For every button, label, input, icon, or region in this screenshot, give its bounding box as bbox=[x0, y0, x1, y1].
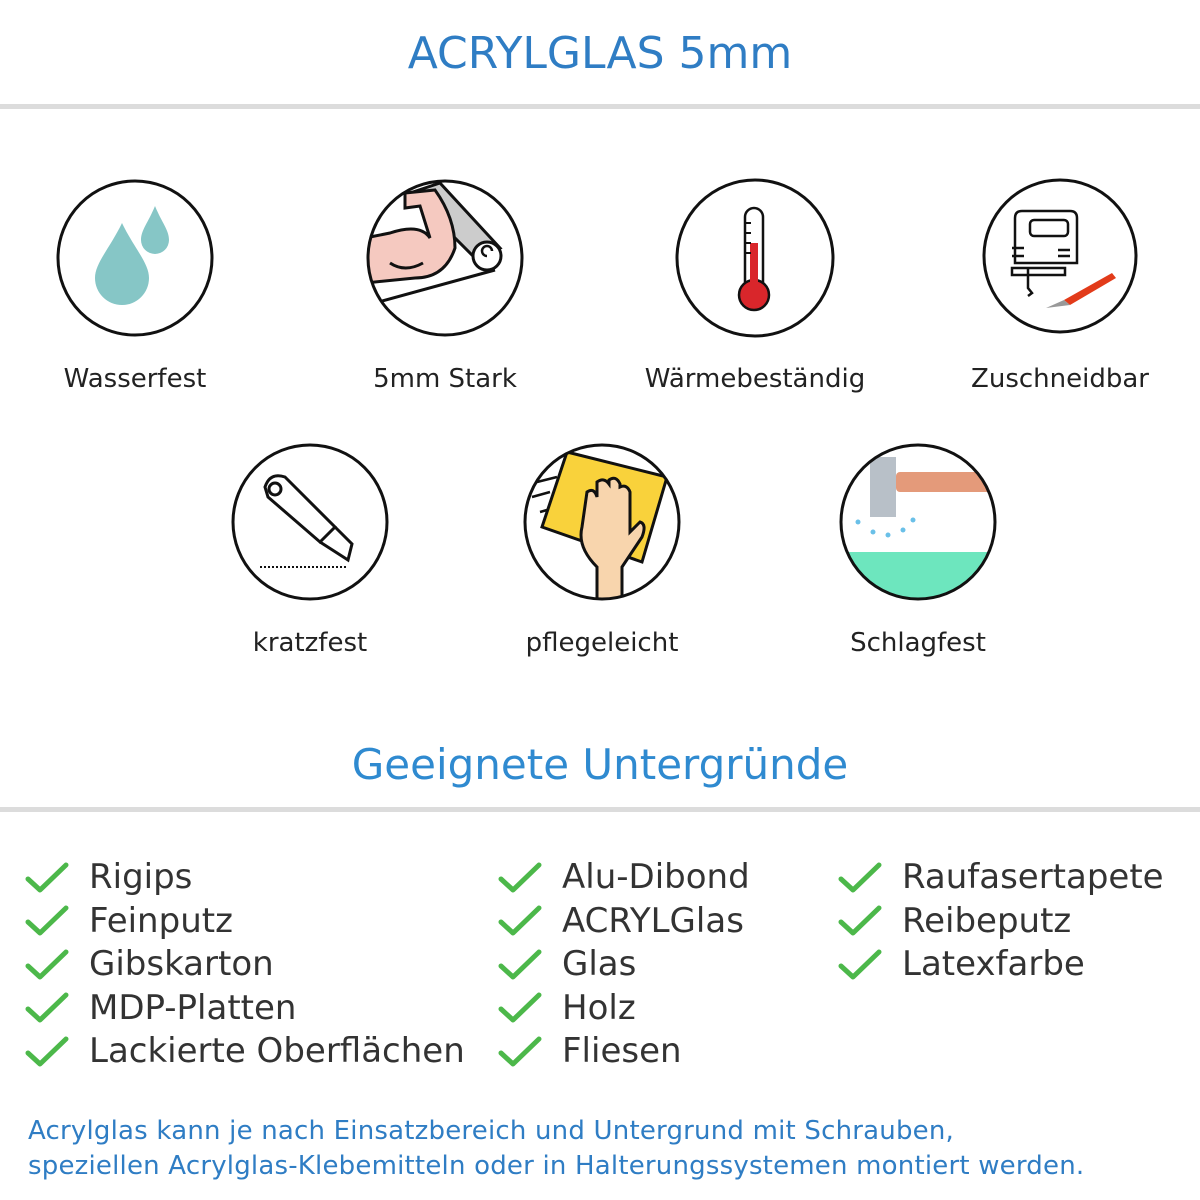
feature-label: Zuschneidbar bbox=[971, 364, 1149, 394]
surface-label: Glas bbox=[562, 944, 637, 984]
check-icon bbox=[25, 862, 69, 893]
divider bbox=[0, 807, 1200, 812]
surface-item: Rigips bbox=[25, 856, 465, 900]
feature-zuschneidbar: Zuschneidbar bbox=[930, 178, 1190, 394]
check-icon bbox=[838, 949, 882, 980]
surface-label: Fliesen bbox=[562, 1031, 682, 1071]
feature-label: Wasserfest bbox=[63, 364, 207, 394]
surface-label: Rigips bbox=[89, 857, 193, 897]
page-title: ACRYLGLAS 5mm bbox=[407, 28, 793, 79]
jigsaw-cutter-icon bbox=[982, 178, 1138, 334]
check-icon bbox=[25, 1036, 69, 1067]
surface-item: Alu-Dibond bbox=[498, 856, 750, 900]
mounting-note-line: speziellen Acrylglas-Klebemitteln oder i… bbox=[28, 1151, 1085, 1181]
divider bbox=[0, 104, 1200, 109]
feature-kratzfest: kratzfest bbox=[180, 442, 440, 658]
surface-item: Lackierte Oberflächen bbox=[25, 1030, 465, 1074]
hammer-impact-icon bbox=[839, 443, 997, 601]
check-icon bbox=[838, 862, 882, 893]
surface-column-3: Raufasertapete Reibeputz Latexfarbe bbox=[838, 856, 1164, 987]
strong-arm-icon bbox=[366, 179, 524, 337]
surface-label: ACRYLGlas bbox=[562, 900, 744, 941]
mounting-note-line: Acrylglas kann je nach Einsatzbereich un… bbox=[28, 1116, 955, 1146]
surface-item: ACRYLGlas bbox=[498, 900, 750, 944]
section-title: Geeignete Untergründe bbox=[351, 740, 849, 789]
surface-label: Feinputz bbox=[89, 900, 233, 941]
feature-label: Wärmebeständig bbox=[644, 364, 866, 394]
surface-label: Latexfarbe bbox=[902, 944, 1085, 984]
feature-wasserfest: Wasserfest bbox=[5, 178, 265, 394]
surface-column-2: Alu-Dibond ACRYLGlas Glas Holz Fliesen bbox=[498, 856, 750, 1074]
surface-label: Reibeputz bbox=[902, 900, 1072, 941]
feature-5mm-stark: 5mm Stark bbox=[315, 178, 575, 394]
surface-label: MDP-Platten bbox=[89, 987, 297, 1028]
check-icon bbox=[25, 905, 69, 936]
check-icon bbox=[25, 949, 69, 980]
feature-pflegeleicht: pflegeleicht bbox=[472, 442, 732, 658]
surface-item: Holz bbox=[498, 987, 750, 1031]
check-icon bbox=[838, 905, 882, 936]
surface-label: Holz bbox=[562, 987, 636, 1028]
check-icon bbox=[498, 992, 542, 1023]
check-icon bbox=[498, 905, 542, 936]
surface-item: Reibeputz bbox=[838, 900, 1164, 944]
surface-item: Gibskarton bbox=[25, 943, 465, 987]
mounting-note: Acrylglas kann je nach Einsatzbereich un… bbox=[28, 1114, 1084, 1184]
surface-item: Raufasertapete bbox=[838, 856, 1164, 900]
thermometer-icon bbox=[675, 178, 835, 338]
check-icon bbox=[498, 862, 542, 893]
surface-item: Glas bbox=[498, 943, 750, 987]
surface-item: Latexfarbe bbox=[838, 943, 1164, 987]
surface-label: Raufasertapete bbox=[902, 857, 1164, 897]
surface-label: Alu-Dibond bbox=[562, 857, 750, 897]
surface-label: Lackierte Oberflächen bbox=[89, 1031, 465, 1071]
cutter-knife-icon bbox=[231, 443, 389, 601]
feature-schlagfest: Schlagfest bbox=[788, 442, 1048, 658]
water-drops-icon bbox=[56, 179, 214, 337]
surface-item: MDP-Platten bbox=[25, 987, 465, 1031]
surface-item: Feinputz bbox=[25, 900, 465, 944]
surface-label: Gibskarton bbox=[89, 944, 274, 984]
check-icon bbox=[25, 992, 69, 1023]
feature-label: pflegeleicht bbox=[525, 628, 679, 658]
surface-column-1: Rigips Feinputz Gibskarton MDP-Platten Lacki… bbox=[25, 856, 465, 1074]
check-icon bbox=[498, 1036, 542, 1067]
feature-label: 5mm Stark bbox=[373, 364, 517, 394]
feature-label: Schlagfest bbox=[850, 628, 986, 658]
cleaning-hand-icon bbox=[523, 443, 681, 601]
check-icon bbox=[498, 949, 542, 980]
surface-item: Fliesen bbox=[498, 1030, 750, 1074]
feature-waermebestaendig: Wärmebeständig bbox=[625, 178, 885, 394]
feature-label: kratzfest bbox=[252, 628, 368, 658]
